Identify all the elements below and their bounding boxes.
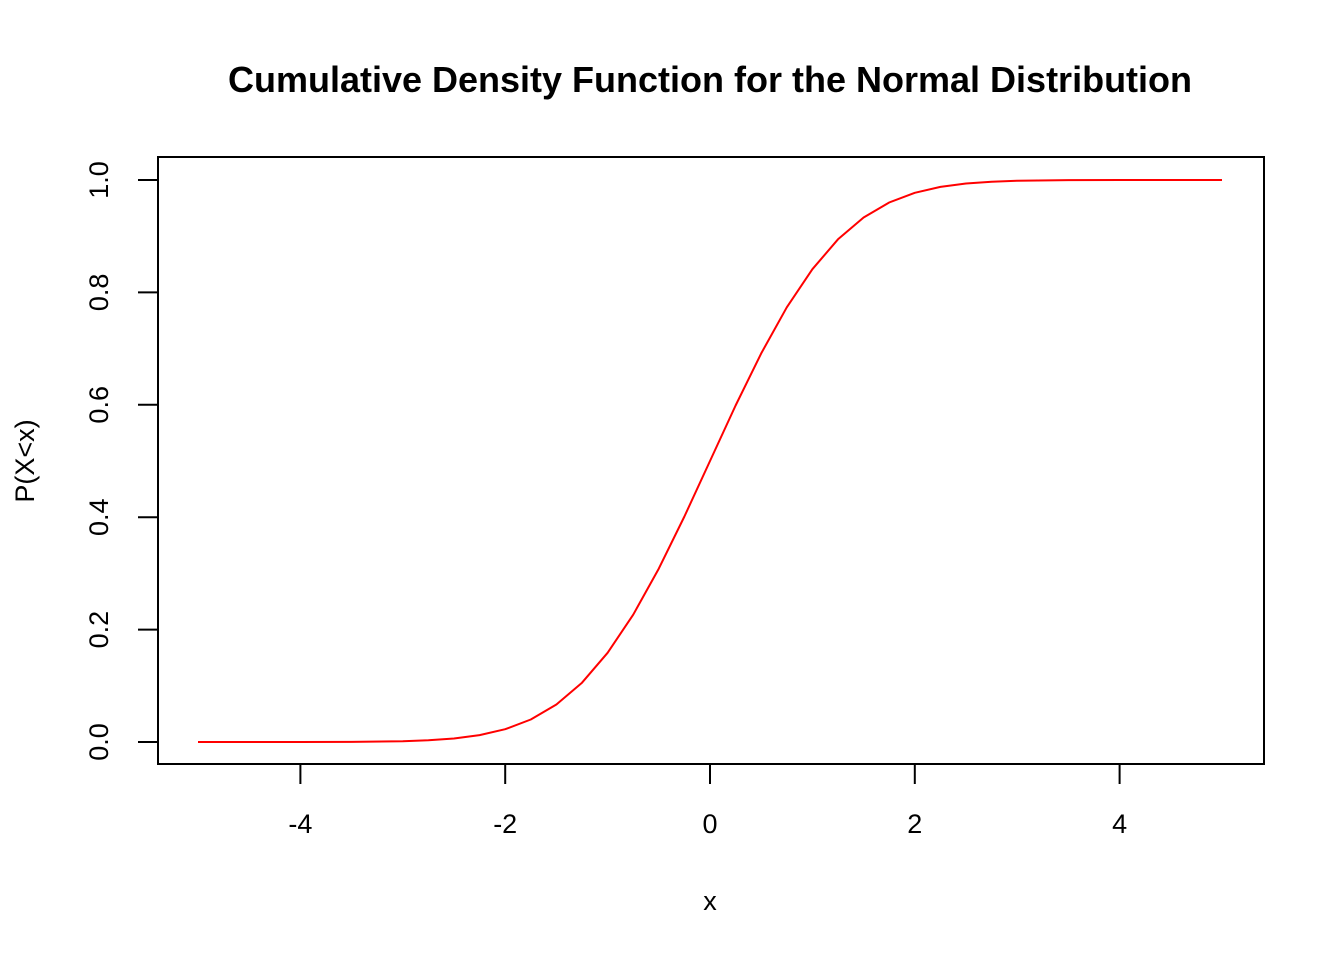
y-tick-label: 0.2 [84, 611, 114, 649]
x-axis-label: x [703, 886, 717, 916]
y-axis: 0.0 0.2 0.4 0.6 0.8 1.0 [84, 161, 158, 761]
y-tick-label: 0.4 [84, 498, 114, 536]
x-tick-label: -4 [288, 809, 312, 839]
y-tick-label: 0.8 [84, 274, 114, 312]
series-layer [198, 179, 1222, 743]
x-tick-label: 0 [702, 809, 717, 839]
x-tick-label: 2 [907, 809, 922, 839]
y-tick-label: 0.0 [84, 723, 114, 761]
y-axis-label: P(X<x) [10, 419, 40, 502]
y-tick-label: 1.0 [84, 161, 114, 199]
x-tick-label: -2 [493, 809, 517, 839]
y-tick-label: 0.6 [84, 386, 114, 424]
series-line-cdf [198, 179, 1222, 743]
x-tick-label: 4 [1112, 809, 1127, 839]
x-axis: -4 -2 0 2 4 [288, 764, 1127, 839]
chart-title: Cumulative Density Function for the Norm… [228, 59, 1192, 100]
